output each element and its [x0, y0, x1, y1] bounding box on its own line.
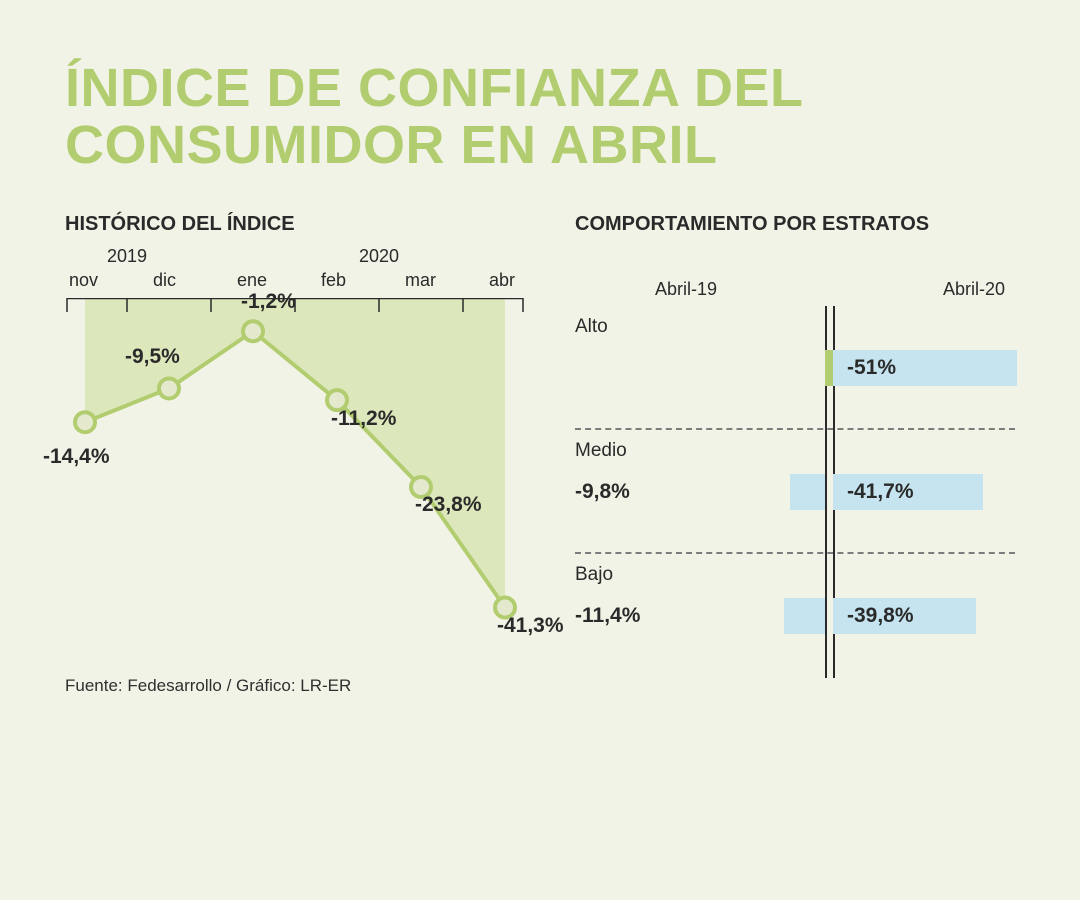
line-chart-panel: HISTÓRICO DEL ÍNDICE 2019 2020 nov dic ene f… — [65, 213, 525, 696]
strata-col1-label: Abril-19 — [655, 279, 825, 300]
stratum-name: Medio — [575, 440, 627, 462]
line-chart-title: HISTÓRICO DEL ÍNDICE — [65, 213, 525, 236]
stratum-row: Bajo -11,4% -39,8% — [575, 554, 1015, 678]
strata-col2-label: Abril-20 — [825, 279, 1015, 300]
stratum-name: Alto — [575, 316, 608, 338]
bar-2020-label: -41,7% — [847, 480, 914, 504]
month-label: feb — [321, 270, 346, 291]
line-chart-value: -1,2% — [241, 290, 296, 314]
line-chart-value: -11,2% — [331, 407, 396, 431]
source-text: Fuente: Fedesarrollo / Gráfico: LR-ER — [65, 676, 525, 696]
bar-2019-label: -11,4% — [575, 604, 640, 628]
bar-2019-label: -9,8% — [575, 480, 630, 504]
month-label: mar — [405, 270, 436, 291]
line-chart-value: -9,5% — [125, 345, 180, 369]
month-label: ene — [237, 270, 267, 291]
strata-body: Alto8%-51% Medio -9,8% -41,7% Bajo -11,4% -39,… — [575, 306, 1015, 678]
bar-2020-label: -51% — [847, 356, 896, 380]
line-chart-value: -14,4% — [43, 445, 110, 469]
line-chart-value: -23,8% — [415, 493, 482, 517]
month-label: abr — [489, 270, 515, 291]
bar-2019 — [790, 474, 825, 510]
year-label: 2020 — [359, 246, 399, 267]
page-title: ÍNDICE DE CONFIANZA DEL CONSUMIDOR EN AB… — [65, 60, 1015, 173]
line-chart-year-axis: 2019 2020 — [65, 246, 525, 270]
month-label: nov — [69, 270, 98, 291]
line-chart-value: -41,3% — [497, 614, 564, 638]
strata-chart-panel: COMPORTAMIENTO POR ESTRATOS Abril-19 Abr… — [575, 213, 1015, 696]
stratum-row: Medio -9,8% -41,7% — [575, 430, 1015, 554]
month-label: dic — [153, 270, 176, 291]
strata-header: Abril-19 Abril-20 — [575, 270, 1015, 300]
strata-chart-title: COMPORTAMIENTO POR ESTRATOS — [575, 213, 1015, 236]
year-label: 2019 — [107, 246, 147, 267]
stratum-row: Alto8%-51% — [575, 306, 1015, 430]
bar-2019 — [784, 598, 825, 634]
stratum-name: Bajo — [575, 564, 613, 586]
bar-2020-label: -39,8% — [847, 604, 914, 628]
